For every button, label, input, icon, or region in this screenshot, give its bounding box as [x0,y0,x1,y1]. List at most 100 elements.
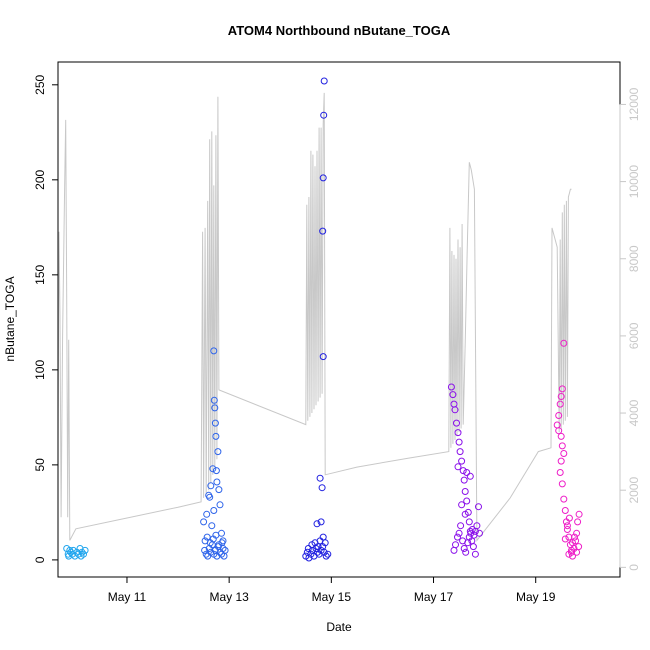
series-2 [200,347,229,560]
data-point [458,457,466,465]
data-point [202,550,210,558]
data-point [221,546,229,554]
data-point [453,419,460,427]
data-point [209,465,217,473]
data-point [563,526,571,533]
data-point [320,548,328,556]
data-point [211,404,219,412]
y-tick-label: 50 [33,458,47,472]
y2-tick-label: 2000 [627,477,641,504]
data-point [561,507,569,514]
data-point [212,432,220,440]
data-point [471,550,479,558]
y2-tick-label: 12000 [627,87,641,121]
data-point [560,339,568,347]
data-point [558,385,566,393]
data-point [454,463,462,471]
data-point [451,406,459,414]
data-point [458,501,466,509]
data-point [557,393,565,400]
axes-layer: May 11 May 13 May 15 May 17 May 19 0 50 100 150 2… [33,74,641,604]
y-tick-label: 150 [33,265,47,285]
data-point [462,548,470,556]
x-tick-label: May 19 [516,590,556,604]
data-point [574,518,582,526]
data-point [461,510,469,518]
y-tick-label: 200 [33,169,47,189]
series-3 [302,77,332,562]
data-point [200,518,208,526]
data-point [201,546,209,554]
data-point [320,111,328,119]
x-axis-label: Date [326,620,352,634]
data-point [449,391,457,399]
data-point [210,347,218,355]
data-point [455,438,463,446]
data-point [565,514,573,522]
data-point [304,545,312,552]
altitude-line [57,92,572,542]
data-point [216,501,224,509]
y2-tick-label: 4000 [627,399,641,426]
data-point [575,543,583,551]
data-point [463,469,471,476]
data-point [558,480,566,488]
data-point [322,552,330,560]
series-5 [553,339,583,560]
data-point [557,432,565,440]
data-point [476,529,483,537]
data-point [218,529,225,537]
data-point [318,484,326,492]
data-point [475,503,482,511]
data-point [561,535,569,543]
data-point [212,531,220,539]
data-point [455,529,463,537]
x-tick-label: May 11 [108,590,147,604]
data-point [563,522,571,530]
plot-frame [57,61,621,578]
series-4 [447,383,483,558]
y-tick-label: 0 [33,556,47,563]
x-tick-label: May 17 [414,590,454,604]
chart-title: ATOM4 Northbound nButane_TOGA [228,23,451,38]
data-point [203,510,211,518]
data-point [469,543,477,551]
data-point [218,539,226,547]
data-point [457,522,465,530]
data-point [206,493,214,501]
data-point [556,469,564,476]
data-point [466,472,474,480]
data-point [555,412,563,419]
x-tick-label: May 13 [209,590,249,604]
data-point [463,497,471,505]
data-point [560,450,568,457]
data-point [450,400,458,408]
y-tick-label: 100 [33,360,47,380]
data-point [573,529,581,537]
data-point [212,467,220,475]
data-point [317,518,325,526]
y-axis-label: nButane_TOGA [3,276,17,361]
y2-tick-label: 8000 [627,245,641,272]
data-point [81,546,89,554]
data-point [319,353,327,361]
data-point [575,510,583,518]
y-tick-label: 250 [33,74,47,94]
data-point [456,448,464,456]
data-point [447,383,455,391]
data-point [77,552,85,560]
data-point [207,482,215,490]
data-point [454,533,461,541]
data-point [452,541,459,549]
y2-tick-label: 0 [627,564,641,571]
data-point [313,520,321,528]
data-point [558,442,566,450]
data-point [208,522,216,530]
data-point [560,495,568,503]
data-point [556,400,564,408]
data-point [319,174,327,182]
y2-tick-label: 6000 [627,322,641,349]
data-point [321,539,329,547]
data-point [210,396,218,404]
